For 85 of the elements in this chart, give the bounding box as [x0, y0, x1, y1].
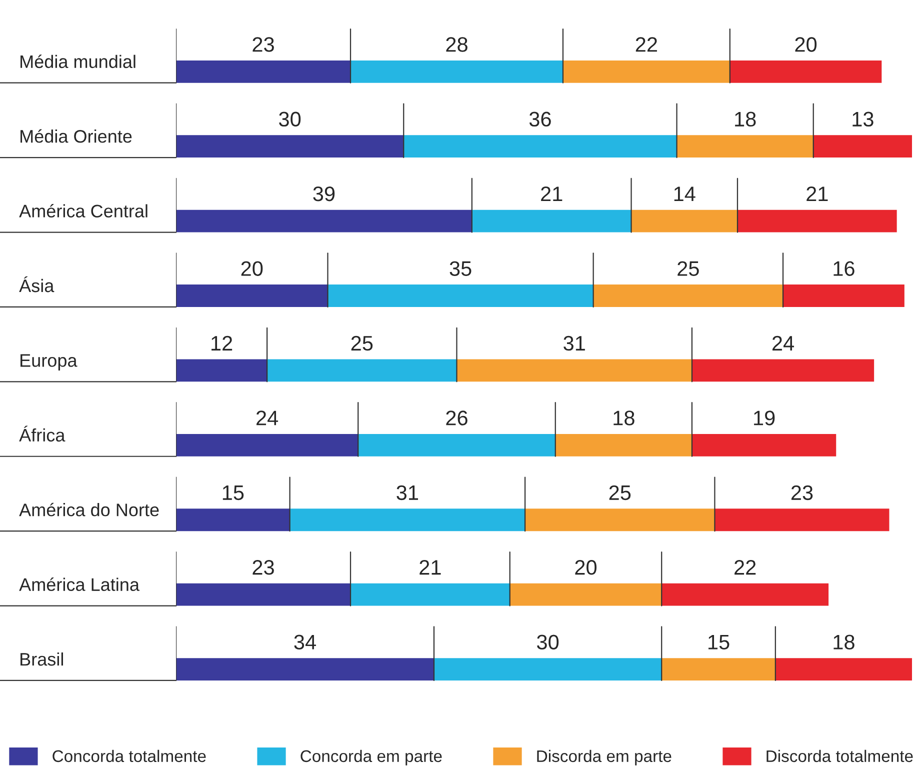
data-label: 23: [252, 560, 274, 575]
bar: [350, 60, 563, 83]
y-tick-label: América Central: [19, 204, 148, 218]
y-tick-label: Ásia: [19, 276, 54, 292]
data-label: 39: [313, 186, 335, 202]
bar: [456, 359, 692, 382]
data-label: 28: [446, 37, 468, 52]
data-label: 22: [734, 560, 756, 575]
data-label: 23: [791, 485, 813, 500]
data-label: 20: [575, 560, 597, 575]
data-label: 25: [678, 261, 699, 276]
data-label: 20: [795, 37, 817, 52]
data-label: 12: [212, 336, 232, 350]
bar: [350, 583, 510, 606]
bar: [176, 658, 434, 680]
data-label: 21: [420, 560, 441, 575]
data-label: 25: [609, 485, 631, 500]
bar: [775, 658, 912, 680]
y-tick-label: América Latina: [19, 578, 140, 592]
bar: [176, 135, 404, 158]
data-label: 15: [708, 634, 730, 650]
data-label: 21: [806, 186, 828, 202]
data-label: 14: [674, 186, 696, 202]
bar: [662, 658, 776, 680]
data-label: 16: [834, 261, 854, 276]
bar: [692, 359, 874, 382]
bar: [267, 359, 457, 382]
bar: [676, 135, 814, 158]
data-label: 22: [636, 37, 657, 52]
legend-label: Concorda totalmente: [52, 750, 206, 762]
bar: [176, 60, 351, 83]
bar: [176, 508, 290, 532]
bar: [358, 434, 556, 456]
data-label: 18: [614, 410, 634, 426]
data-label: 31: [564, 336, 585, 351]
bar: [714, 508, 890, 532]
y-tick-label: América do Norte: [19, 502, 159, 516]
data-label: 23: [252, 37, 274, 52]
data-label: 20: [241, 261, 263, 276]
y-tick-label: Brasil: [20, 652, 63, 666]
data-label: 19: [754, 410, 775, 426]
data-label: 24: [772, 336, 794, 350]
bar: [328, 284, 594, 307]
legend-label: Discorda em parte: [537, 750, 672, 766]
data-label: 36: [529, 112, 551, 127]
bar: [176, 210, 472, 232]
data-label: 21: [541, 186, 562, 202]
y-tick-label: África: [19, 426, 66, 442]
bar: [176, 359, 268, 382]
data-label: 35: [450, 261, 472, 276]
data-label: 31: [396, 485, 418, 500]
bar: [813, 135, 912, 158]
data-label: 15: [222, 486, 244, 500]
y-tick-label: Média mundial: [20, 54, 136, 68]
bar: [176, 434, 358, 456]
data-label: 24: [256, 410, 278, 426]
y-tick-label: Média Oriente: [20, 129, 132, 143]
data-label: 25: [351, 336, 373, 351]
legend-label: Concorda em parte: [300, 750, 442, 766]
bar: [176, 284, 328, 307]
bar: [510, 583, 662, 606]
bar: [176, 583, 351, 606]
bar: [692, 434, 836, 456]
data-label: 30: [537, 634, 559, 650]
data-label: 30: [279, 112, 301, 127]
bar: [593, 284, 784, 307]
bar: [472, 210, 632, 232]
data-label: 26: [446, 410, 468, 426]
bar: [525, 508, 715, 532]
bar: [434, 658, 662, 680]
bar: [562, 60, 730, 83]
data-label: 34: [294, 634, 316, 650]
bar: [404, 135, 677, 158]
data-label: 18: [834, 634, 854, 650]
bar: [631, 210, 738, 232]
bar: [737, 210, 897, 232]
bar: [783, 284, 904, 307]
bar: [730, 60, 882, 83]
bar: [290, 508, 526, 532]
data-label: 13: [852, 112, 874, 127]
bar: [662, 583, 829, 606]
bar: [555, 434, 692, 456]
data-label: 18: [735, 112, 756, 127]
y-tick-label: Europa: [20, 354, 78, 370]
legend-label: Discorda totalmente: [766, 750, 913, 762]
